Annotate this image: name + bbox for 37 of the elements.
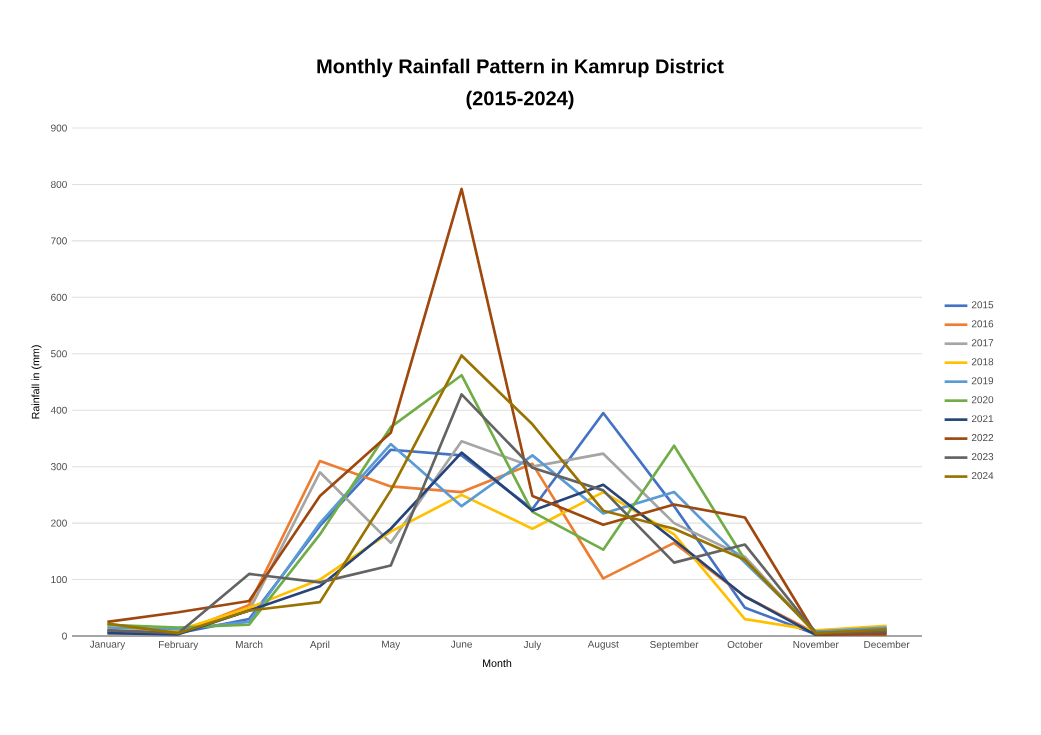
x-tick-label: December — [864, 640, 910, 649]
y-tick-label: 0 — [62, 632, 67, 640]
x-tick-label: March — [236, 640, 263, 649]
y-tick-label: 300 — [50, 463, 67, 471]
chart-title: Monthly Rainfall Pattern in Kamrup District — [317, 58, 724, 78]
x-tick-label: May — [382, 640, 401, 650]
y-tick-label: 400 — [50, 406, 67, 414]
y-tick-label: 100 — [51, 576, 67, 584]
legend-label: 2024 — [971, 472, 994, 480]
legend-label: 2019 — [971, 377, 994, 385]
x-tick-label: September — [650, 640, 699, 651]
legend-label: 2016 — [971, 320, 994, 328]
legend-label: 2022 — [971, 434, 994, 442]
legend-label: 2015 — [971, 301, 994, 309]
y-tick-label: 500 — [51, 350, 67, 358]
line-series — [106, 187, 888, 636]
x-axis-title: Month — [483, 659, 512, 668]
y-tick-label: 200 — [51, 519, 67, 527]
legend-label: 2023 — [971, 453, 994, 461]
x-tick-label: November — [793, 640, 839, 649]
y-axis-title: Rainfall in (mm) — [31, 345, 42, 419]
legend-label: 2020 — [971, 396, 994, 404]
chart-subtitle: (2015-2024) — [466, 90, 574, 110]
y-tick-label: 600 — [51, 293, 67, 301]
y-tick-label: 800 — [51, 180, 67, 188]
x-tick-label: August — [587, 640, 619, 650]
x-tick-label: July — [523, 640, 542, 651]
legend-label: 2017 — [971, 339, 994, 347]
y-tick-label: 700 — [51, 237, 67, 245]
legend-label: 2021 — [971, 415, 994, 423]
x-tick-label: October — [727, 640, 763, 649]
x-tick-label: June — [450, 640, 472, 648]
x-tick-label: February — [159, 640, 199, 651]
x-tick-label: April — [309, 640, 330, 651]
y-tick-label: 900 — [51, 124, 67, 132]
x-tick-label: January — [89, 640, 126, 650]
legend-label: 2018 — [971, 358, 994, 366]
